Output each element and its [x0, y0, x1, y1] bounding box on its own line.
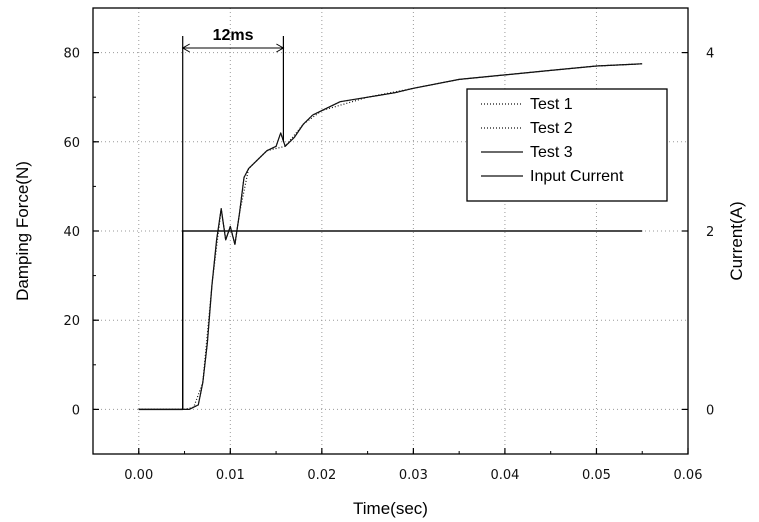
y2-axis-title: Current(A) — [727, 201, 746, 280]
series-line-test-3 — [138, 63, 643, 410]
y-tick-label: 60 — [63, 136, 80, 151]
x-tick-label: 0.01 — [216, 468, 245, 483]
legend-box — [466, 88, 668, 202]
y2-tick-label: 4 — [706, 47, 714, 62]
x-tick-label: 0.04 — [490, 468, 519, 483]
x-tick-label: 0.05 — [582, 468, 611, 483]
y-axis-title: Damping Force(N) — [13, 161, 32, 301]
legend-label: Test 3 — [530, 144, 573, 161]
axis-ticks: 0.00 0.01 0.02 0.03 0.04 0.05 0.06 0 20 40 60 80 0 2 4 — [63, 7, 714, 483]
y-tick-label: 0 — [72, 403, 80, 418]
y-tick-label: 20 — [63, 314, 80, 329]
legend-label: Test 2 — [530, 120, 573, 137]
x-tick-label: 0.02 — [307, 468, 336, 483]
legend-label: Input Current — [530, 168, 624, 185]
y2-tick-label: 2 — [706, 225, 714, 240]
annotation-arrow-left — [181, 43, 190, 53]
x-tick-label: 0.03 — [399, 468, 428, 483]
legend-label: Test 1 — [530, 96, 573, 113]
x-axis-title: Time(sec) — [353, 499, 428, 518]
annotation-label: 12ms — [213, 27, 254, 44]
annotation-12ms: 12ms — [181, 27, 285, 410]
y-tick-label: 80 — [63, 47, 80, 62]
legend: Test 1 Test 2 Test 3 Input Current — [466, 88, 668, 202]
x-tick-label: 0.00 — [124, 468, 153, 483]
y2-tick-label: 0 — [706, 403, 714, 418]
y-tick-label: 40 — [63, 225, 80, 240]
x-tick-label: 0.06 — [674, 468, 703, 483]
annotation-arrow-right — [276, 43, 285, 53]
